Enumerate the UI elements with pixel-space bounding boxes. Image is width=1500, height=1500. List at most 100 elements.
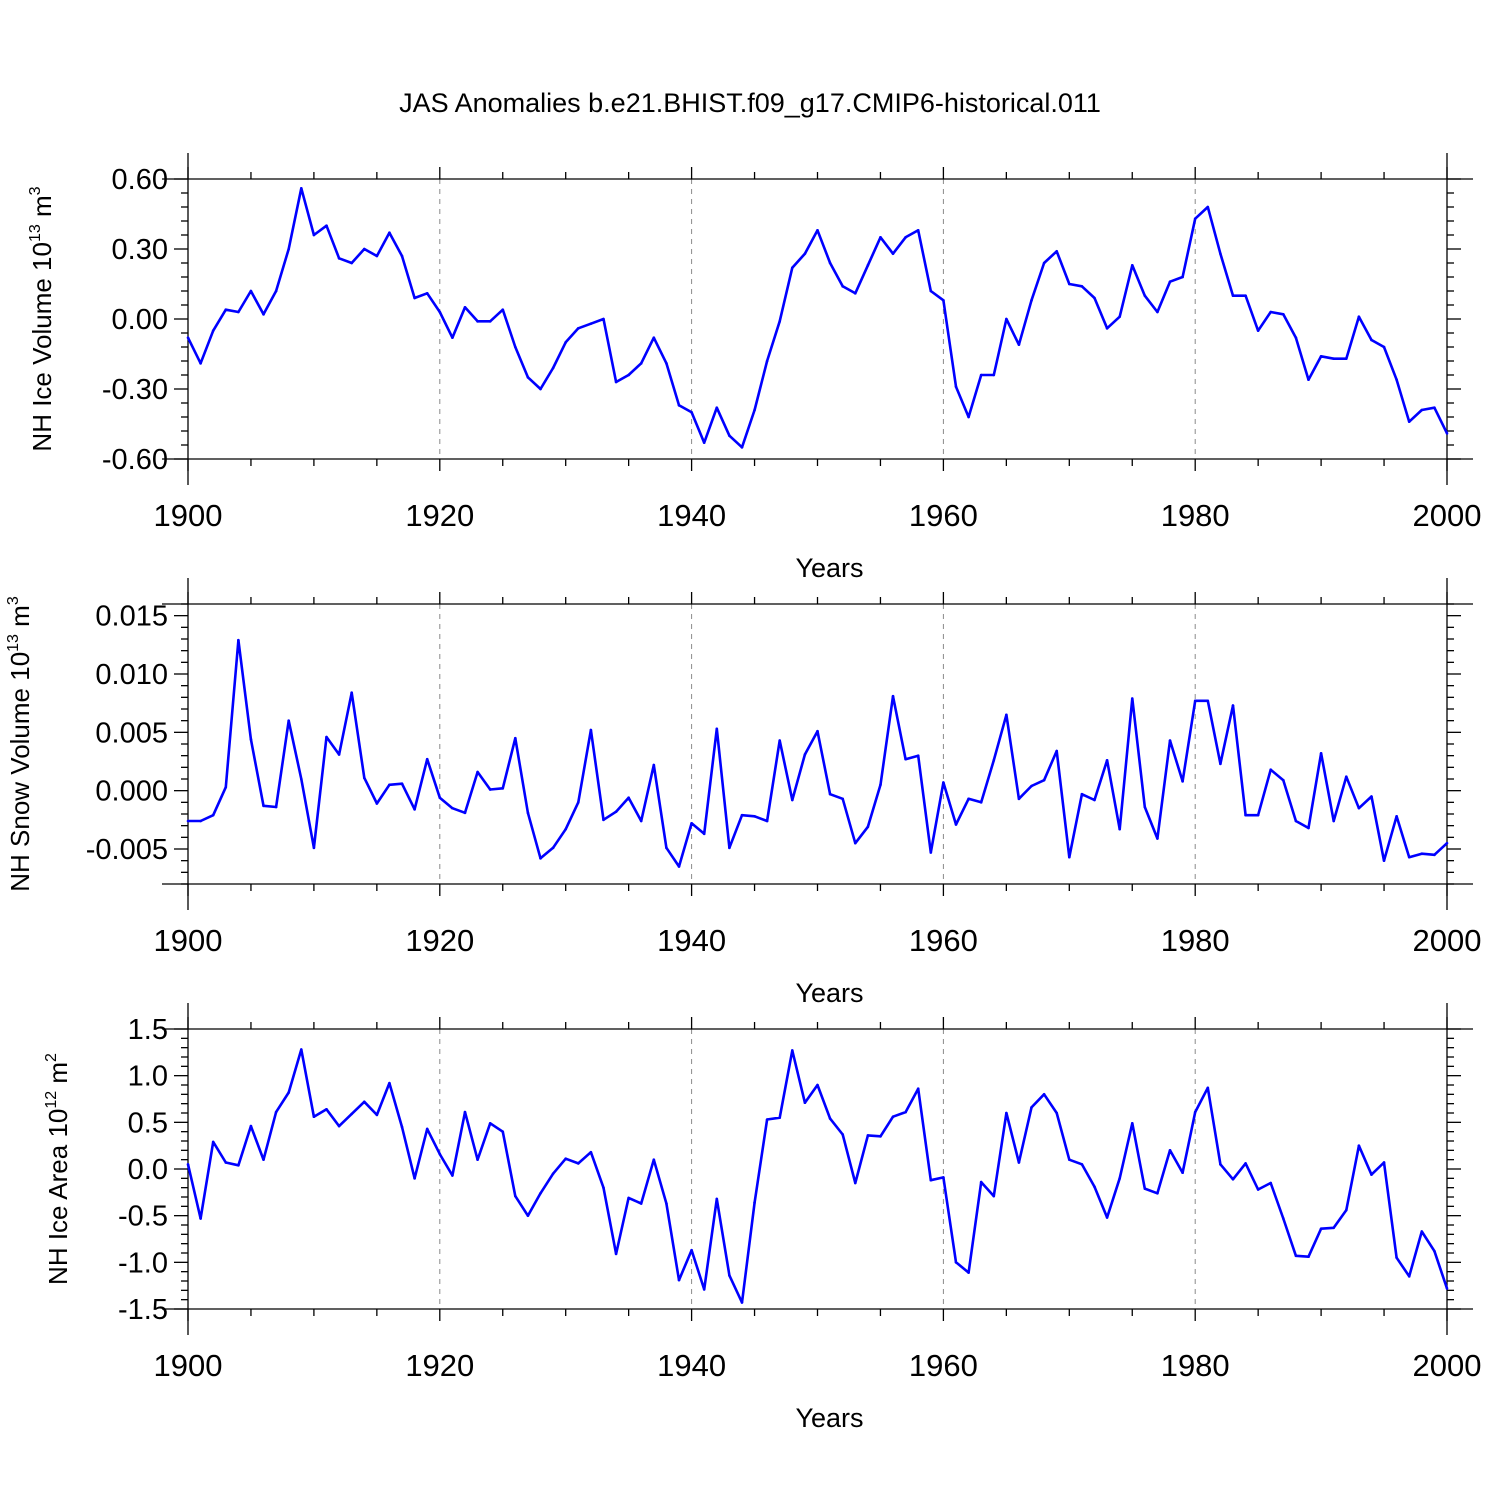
ice-volume-ytick-label: 0.30	[112, 234, 168, 266]
snow-volume-point-1926	[514, 736, 517, 740]
ice-volume-point-1954	[866, 264, 870, 267]
ice-volume-point-1945	[753, 408, 756, 412]
ice-area-point-1958	[916, 1087, 920, 1091]
ice-volume-point-1978	[1168, 280, 1172, 283]
snow-volume-point-1912	[337, 753, 341, 756]
snow-volume-point-1999	[1433, 853, 1436, 857]
ice-area-point-1960	[942, 1176, 945, 1179]
ice-area-series-line	[186, 1048, 1449, 1304]
ice-area-point-1933	[602, 1186, 605, 1189]
ice-area-point-1925	[501, 1130, 505, 1133]
ice-volume-xtick-label: 1920	[405, 498, 474, 533]
snow-volume-point-1932	[589, 728, 593, 732]
ice-area-point-1983	[1231, 1177, 1235, 1181]
ice-volume-point-1903	[224, 308, 228, 311]
ice-area-ytick-label: 0.0	[128, 1154, 168, 1186]
snow-volume-point-1960	[942, 781, 945, 784]
ice-area-point-1945	[753, 1201, 756, 1204]
ice-volume-point-1964	[992, 373, 996, 377]
ice-volume-ytick-label: 0.00	[112, 304, 168, 336]
ice-volume-point-1910	[312, 233, 316, 237]
ice-area-y-title-part: NH Ice Area 10	[43, 1109, 73, 1285]
ice-area-point-1950	[816, 1083, 819, 1087]
ice-area-point-1957	[904, 1110, 907, 1114]
ice-volume-point-1971	[1080, 285, 1084, 288]
snow-volume-point-1921	[451, 806, 454, 810]
snow-volume-series-line	[188, 638, 1448, 868]
ice-area-point-1913	[350, 1112, 353, 1116]
ice-area-xtick-label: 1980	[1161, 1348, 1230, 1383]
ice-volume-xtick-label: 1940	[657, 498, 726, 533]
snow-volume-xtick-label: 1960	[909, 923, 978, 958]
ice-area-point-1938	[665, 1202, 668, 1205]
snow-volume-point-1996	[1395, 815, 1398, 818]
snow-volume-point-1979	[1181, 780, 1184, 783]
ice-volume-point-1934	[614, 380, 618, 384]
ice-area-point-1955	[879, 1135, 882, 1138]
snow-volume-xtick-label: 1920	[405, 923, 474, 958]
snow-volume-point-1906	[262, 804, 265, 808]
ice-area-point-1937	[652, 1158, 656, 1161]
ice-volume-ytick-label: 0.60	[112, 164, 168, 196]
ice-area-point-1986	[1269, 1181, 1273, 1185]
snow-volume-point-1953	[853, 841, 857, 845]
ice-area-point-1919	[425, 1127, 429, 1131]
snow-volume-point-1976	[1143, 805, 1147, 809]
ice-area-point-1994	[1370, 1173, 1373, 1176]
snow-volume-point-1939	[677, 865, 681, 868]
ice-volume-point-1988	[1294, 336, 1298, 339]
ice-area-point-1973	[1105, 1216, 1109, 1219]
ice-volume-point-1908	[287, 247, 291, 251]
ice-volume-point-1925	[501, 308, 505, 311]
snow-volume-point-1991	[1332, 819, 1335, 823]
ice-volume-point-1900	[186, 336, 190, 339]
ice-area-xtick-label: 1960	[909, 1348, 978, 1383]
ice-area-point-1916	[388, 1081, 391, 1085]
ice-volume-point-1914	[362, 247, 366, 251]
snow-volume-y-axis-title: NH Snow Volume 1013 m3	[5, 596, 35, 892]
ice-volume-point-1972	[1093, 296, 1096, 300]
ice-area-y-axis-title: NH Ice Area 1012 m2	[43, 1053, 73, 1285]
snow-volume-point-1938	[665, 846, 668, 850]
ice-volume-point-1930	[564, 341, 567, 344]
snow-volume-point-1986	[1269, 768, 1273, 771]
snow-volume-point-1984	[1244, 813, 1247, 817]
ice-volume-point-1967	[1030, 299, 1033, 302]
snow-volume-point-1955	[879, 783, 882, 787]
ice-area-point-1912	[337, 1124, 341, 1128]
ice-volume-point-1902	[211, 329, 215, 332]
ice-volume-point-1922	[463, 306, 467, 309]
ice-volume-xtick-label: 1900	[154, 498, 223, 533]
ice-area-point-1908	[287, 1091, 291, 1094]
snow-volume-point-1901	[199, 819, 202, 823]
ice-volume-point-1923	[476, 320, 479, 323]
ice-volume-point-1969	[1055, 250, 1059, 253]
ice-volume-point-1976	[1143, 294, 1147, 297]
ice-area-point-1998	[1420, 1230, 1424, 1233]
ice-area-point-1976	[1143, 1187, 1147, 1190]
ice-area-point-1972	[1093, 1185, 1096, 1189]
snow-volume-point-1923	[476, 770, 479, 774]
ice-area-point-1974	[1118, 1177, 1121, 1180]
ice-area-point-1903	[224, 1161, 228, 1164]
snow-volume-point-1949	[803, 753, 807, 756]
snow-volume-point-1905	[249, 738, 253, 741]
ice-area-point-1910	[312, 1115, 316, 1119]
ice-area-point-1918	[413, 1177, 416, 1180]
ice-volume-point-1929	[551, 366, 555, 370]
snow-volume-point-1940	[690, 822, 693, 825]
ice-volume-point-1959	[929, 289, 933, 293]
ice-area-point-1985	[1256, 1188, 1260, 1191]
snow-volume-point-1951	[828, 792, 832, 796]
ice-volume-point-1942	[715, 406, 719, 409]
ice-volume-point-1948	[791, 266, 794, 269]
ice-volume-point-1931	[576, 327, 580, 330]
snow-volume-point-1943	[728, 846, 731, 850]
snow-volume-point-1929	[551, 846, 555, 850]
snow-volume-point-1995	[1382, 859, 1386, 862]
ice-area-xtick-label: 2000	[1413, 1348, 1482, 1383]
snow-volume-panel: -0.005 0.000 0.005 0.010 0.015 1900 1920 1940 19…	[5, 578, 1481, 1008]
ice-volume-point-1935	[627, 373, 630, 377]
snow-volume-point-1959	[929, 851, 933, 854]
ice-area-ytick-label: -0.5	[118, 1201, 168, 1233]
